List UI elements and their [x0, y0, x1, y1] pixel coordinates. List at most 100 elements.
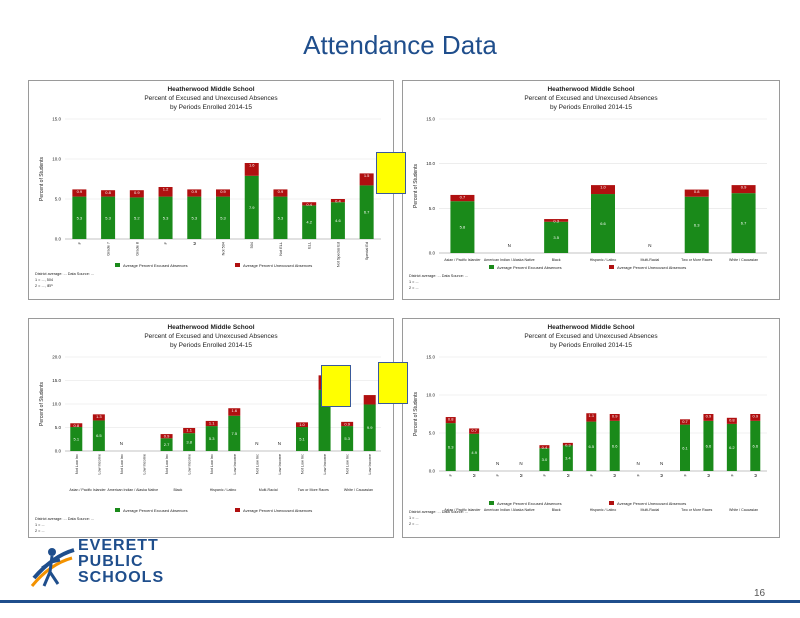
- chart-1-excused-data-label: 5.3: [278, 215, 284, 220]
- chart-3-category-label: Not Low Inc: [346, 454, 350, 474]
- chart-2-unexcused-data-label: 0.7: [460, 195, 466, 200]
- chart-4-excused-bar: [445, 423, 456, 471]
- chart-2-title: Heatherwood Middle School: [547, 86, 634, 93]
- chart-4-svg: Heatherwood Middle School Percent of Excu…: [409, 324, 767, 526]
- chart-3-ytick-label: 10.0: [52, 402, 61, 407]
- chart-3-na-label: N: [278, 441, 281, 446]
- chart-2-unexcused-bar: [591, 185, 615, 195]
- chart-3-footnote: District average: ... Data Source: ...: [35, 517, 94, 521]
- chart-1-unexcused-data-label: 0.9: [77, 189, 83, 194]
- chart-3-category-label: Not Low Inc: [75, 454, 79, 474]
- sticky-note-2: [321, 365, 351, 407]
- chart-1-subtitle-2: by Periods Enrolled 2014-15: [170, 104, 252, 111]
- chart-4-group-label: American Indian / Alaska Native: [484, 508, 535, 512]
- chart-2-excused-bar: [731, 193, 756, 253]
- chart-2-category-label: Asian / Pacific Islander: [444, 258, 481, 262]
- chart-4-excused-bar: [750, 420, 761, 471]
- chart-3-category-label: Low Income: [143, 454, 147, 474]
- chart-3-category-label: Not Low Inc: [120, 454, 124, 474]
- chart-4-category-label: M: [707, 474, 711, 477]
- chart-4-excused-data-label: 6.6: [753, 443, 759, 448]
- chart-3-na-label: N: [255, 441, 258, 446]
- chart-1-category-label: F: [78, 241, 82, 244]
- chart-1-unexcused-bar: [129, 190, 144, 198]
- chart-3-unexcused-data-label: 0.8: [74, 423, 80, 428]
- chart-4-legend-swatch-excused: [489, 501, 494, 505]
- chart-3-excused-data-label: 3.8: [186, 440, 192, 445]
- chart-1-legend-unexcused: Average Percent Unexcused Absences: [243, 263, 312, 268]
- chart-1-unexcused-data-label: 0.9: [220, 189, 226, 194]
- chart-1-unexcused-bar: [273, 189, 288, 197]
- chart-1-category-label: F: [164, 241, 168, 244]
- chart-3-unexcused-bar: [183, 427, 196, 434]
- chart-2-na-label: N: [648, 243, 651, 248]
- sticky-note-3: [378, 362, 408, 404]
- chart-3-category-label: Low Income: [188, 454, 192, 474]
- chart-1-excused-data-label: 5.2: [134, 216, 140, 221]
- chart-1-unexcused-data-label: 1.6: [249, 163, 255, 168]
- chart-3-excused-data-label: 5.3: [344, 436, 350, 441]
- chart-3-ytick-label: 20.0: [52, 355, 61, 360]
- chart-3-excused-data-label: 5.3: [209, 436, 215, 441]
- chart-4-unexcused-bar: [469, 428, 480, 434]
- chart-4-excused-bar: [586, 421, 597, 471]
- chart-1-excused-bar: [244, 175, 259, 239]
- chart-4-category-label: M: [613, 474, 617, 477]
- chart-4-excused-bar: [469, 433, 480, 471]
- chart-1-category-label: Grade 8: [135, 242, 139, 256]
- chart-4-excused-bar: [609, 420, 620, 471]
- chart-1-excused-bar: [72, 196, 87, 239]
- chart-4-category-label: M: [566, 474, 570, 477]
- chart-4-ytick-label: 0.0: [429, 469, 436, 474]
- chart-4-excused-data-label: 4.9: [471, 450, 477, 455]
- chart-2-excused-data-label: 5.8: [460, 225, 466, 230]
- chart-1-unexcused-bar: [72, 189, 87, 197]
- chart-3-excused-bar: [183, 433, 196, 451]
- chart-1-footnote: 2 = ..., IEP: [35, 284, 53, 288]
- chart-1-excused-data-label: 7.9: [249, 205, 255, 210]
- chart-2-unexcused-data-label: 0.8: [694, 189, 700, 194]
- chart-3-unexcused-bar: [92, 414, 105, 421]
- chart-3-category-label: Low Income: [278, 454, 282, 474]
- chart-1-footnote: District average: ... Data Source: ...: [35, 272, 94, 276]
- chart-4-footnote: District average: ... Data Source: ...: [409, 510, 468, 514]
- chart-4-unexcused-data-label: 0.4: [542, 445, 548, 450]
- chart-1-ylabel: Percent of Students: [39, 157, 45, 201]
- chart-4-ytick-label: 5.0: [429, 431, 436, 436]
- chart-1-excused-bar: [302, 205, 317, 239]
- chart-1-excused-bar: [101, 196, 116, 239]
- chart-3-unexcused-bar: [205, 420, 218, 427]
- chart-1-excused-data-label: 5.3: [77, 215, 83, 220]
- chart-4-legend-swatch-unexcused: [609, 501, 614, 505]
- chart-3-subtitle-2: by Periods Enrolled 2014-15: [170, 342, 252, 349]
- chart-1-excused-data-label: 5.3: [220, 215, 226, 220]
- chart-3-excused-bar: [296, 427, 308, 451]
- footer-rule: [0, 600, 800, 603]
- chart-4-unexcused-bar: [445, 417, 456, 424]
- chart-4-ytick-label: 15.0: [426, 355, 435, 360]
- chart-1-unexcused-data-label: 0.9: [191, 189, 197, 194]
- chart-4-ylabel: Percent of Students: [413, 392, 419, 436]
- chart-4-excused-data-label: 6.6: [612, 443, 618, 448]
- chart-4-category-label: F: [590, 473, 594, 476]
- chart-2-unexcused-bar: [544, 219, 569, 222]
- chart-1-excused-bar: [216, 196, 230, 239]
- chart-4-excused-data-label: 6.2: [729, 445, 735, 450]
- chart-4-excused-data-label: 6.3: [448, 445, 454, 450]
- chart-4-legend-unexcused: Average Percent Unexcused Absences: [617, 501, 686, 506]
- chart-3-unexcused-bar: [296, 422, 308, 428]
- chart-2-svg: Heatherwood Middle School Percent of Excu…: [409, 86, 767, 290]
- chart-1-unexcused-bar: [101, 190, 116, 197]
- chart-4-unexcused-bar: [539, 445, 550, 449]
- chart-2-ytick-label: 5.0: [429, 206, 436, 211]
- chart-4-unexcused-bar: [703, 414, 714, 421]
- chart-4-unexcused-bar: [680, 419, 690, 425]
- chart-4-excused-bar: [726, 423, 737, 471]
- chart-2-unexcused-data-label: 0.9: [741, 185, 747, 190]
- chart-3-unexcused-data-label: 0.9: [344, 421, 350, 426]
- chart-1-excused-data-label: 5.3: [191, 215, 197, 220]
- chart-4-ytick-label: 10.0: [426, 393, 435, 398]
- chart-4-category-label: F: [730, 473, 734, 476]
- chart-4-na-label: N: [519, 461, 522, 466]
- chart-2-legend-unexcused: Average Percent Unexcused Absences: [617, 265, 686, 270]
